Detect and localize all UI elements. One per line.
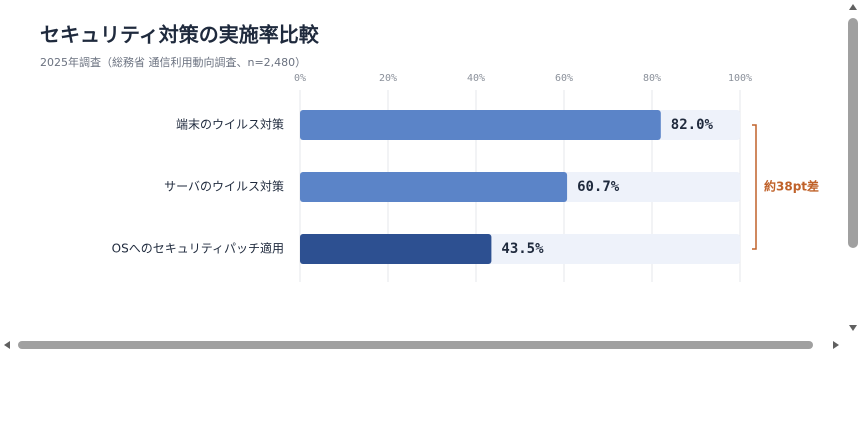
y-tick-label: サーバのウイルス対策 bbox=[164, 180, 284, 194]
annotation: 約38pt差 bbox=[764, 179, 819, 194]
value-label: 43.5% bbox=[501, 241, 544, 257]
chart-subtitle: 2025年調査（総務省 通信利用動向調査、n=2,480） bbox=[40, 55, 306, 69]
bar bbox=[300, 234, 492, 264]
scroll-up[interactable] bbox=[849, 4, 857, 10]
annotation-bracket bbox=[752, 124, 757, 250]
scroll-down[interactable] bbox=[849, 325, 857, 331]
y-tick-label: 端末のウイルス対策 bbox=[176, 118, 284, 132]
x-tick-label: 40% bbox=[467, 73, 485, 84]
plot: 0% 20% 40% 60% 80% 100% 端末のウイルス対策 82.0% サーバのウイルス… bbox=[112, 73, 819, 282]
x-tick-label: 60% bbox=[555, 73, 573, 84]
scroll-left[interactable] bbox=[4, 341, 10, 349]
x-tick-label: 0% bbox=[294, 73, 306, 84]
chart-title: セキュリティ対策の実施率比較 bbox=[40, 23, 320, 47]
y-tick-label: OSへのセキュリティパッチ適用 bbox=[112, 241, 284, 256]
vertical-scrollbar[interactable] bbox=[848, 18, 858, 248]
x-tick-label: 80% bbox=[643, 73, 661, 84]
horizontal-scrollbar[interactable] bbox=[18, 341, 813, 349]
scroll-right[interactable] bbox=[833, 341, 839, 349]
value-label: 60.7% bbox=[577, 179, 620, 195]
x-tick-label: 100% bbox=[728, 73, 752, 84]
bar bbox=[300, 110, 661, 140]
value-label: 82.0% bbox=[671, 117, 714, 133]
bar bbox=[300, 172, 568, 202]
x-tick-label: 20% bbox=[379, 73, 397, 84]
